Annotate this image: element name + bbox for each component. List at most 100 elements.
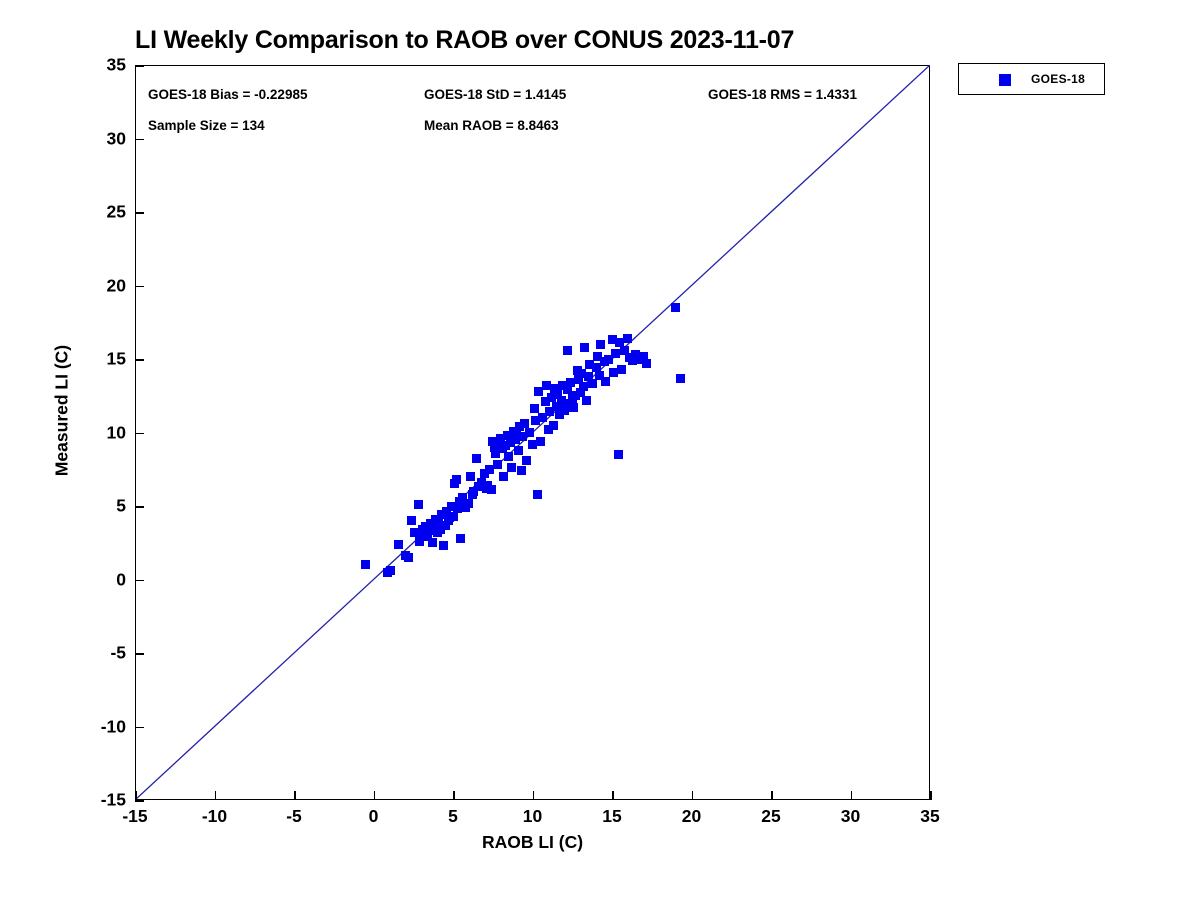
y-tick-mark <box>135 506 144 508</box>
data-point <box>623 333 633 343</box>
y-tick-mark <box>135 579 144 582</box>
data-point <box>516 466 526 476</box>
annotation-sample-size: Sample Size = 134 <box>148 118 265 133</box>
x-tick-mark <box>930 791 932 800</box>
data-point <box>407 516 417 526</box>
data-point <box>569 403 579 412</box>
annotation-mean-raob: Mean RAOB = 8.8463 <box>424 118 559 133</box>
legend-label-goes-18: GOES-18 <box>1031 72 1086 86</box>
data-point <box>604 354 614 364</box>
x-tick-mark <box>294 791 296 800</box>
data-point <box>528 439 537 449</box>
data-point <box>550 383 560 393</box>
data-point <box>513 445 523 455</box>
data-point <box>559 405 569 415</box>
data-point <box>512 429 522 439</box>
y-tick-mark <box>135 359 144 361</box>
data-point <box>510 435 520 445</box>
data-point <box>504 451 514 461</box>
data-point <box>480 469 490 479</box>
y-tick-mark <box>135 800 144 802</box>
data-point <box>361 560 371 570</box>
data-point <box>386 566 396 576</box>
data-point <box>642 358 652 368</box>
data-point <box>585 360 595 370</box>
x-tick-label: -5 <box>286 806 302 826</box>
data-point <box>558 380 568 390</box>
data-point <box>577 369 587 379</box>
data-point <box>446 501 456 511</box>
y-tick-mark <box>135 432 144 435</box>
data-point <box>609 367 619 377</box>
data-point <box>555 410 565 420</box>
data-point <box>438 541 448 551</box>
chart-title: LI Weekly Comparison to RAOB over CONUS … <box>135 26 795 54</box>
data-point <box>671 303 681 313</box>
y-tick-label: 15 <box>106 348 126 369</box>
data-point <box>564 400 574 410</box>
data-point <box>472 454 482 464</box>
x-tick-label: 35 <box>920 806 940 826</box>
data-point <box>410 527 420 537</box>
data-point <box>562 385 572 395</box>
data-point <box>545 407 555 417</box>
data-point <box>566 378 576 388</box>
data-point <box>415 536 425 546</box>
x-tick-mark <box>135 791 137 800</box>
data-point <box>601 376 611 386</box>
data-point <box>453 504 463 514</box>
data-point <box>515 422 525 432</box>
data-point <box>613 450 623 460</box>
data-point <box>403 552 413 562</box>
x-tick-label: -15 <box>122 806 148 826</box>
data-point <box>574 375 584 385</box>
data-point <box>617 364 627 374</box>
data-point <box>607 335 617 345</box>
y-tick-label: 20 <box>106 275 126 295</box>
data-point <box>469 486 479 496</box>
x-axis-tick-labels: -15 -10 -5 0 5 10 15 20 25 30 35 <box>122 806 939 836</box>
data-point <box>499 472 509 482</box>
data-point <box>529 404 539 414</box>
data-point <box>502 430 512 440</box>
data-point <box>596 339 606 349</box>
x-tick-mark <box>850 791 853 800</box>
y-axis-tick-labels: -15 -10 -5 0 5 10 15 20 25 30 35 <box>56 55 126 810</box>
y-tick-mark <box>135 285 144 288</box>
data-point <box>537 413 547 423</box>
data-point <box>505 438 515 448</box>
data-point <box>556 395 566 405</box>
data-point <box>547 392 557 402</box>
data-point <box>570 391 580 401</box>
x-tick-mark <box>612 791 614 800</box>
data-point <box>520 419 530 429</box>
legend: GOES-18 <box>958 63 1105 95</box>
x-tick-mark <box>214 791 217 800</box>
data-point <box>488 436 498 446</box>
data-point <box>413 500 423 510</box>
y-tick-label: 10 <box>106 422 126 442</box>
x-tick-mark <box>691 791 694 800</box>
data-point <box>551 401 561 411</box>
data-point <box>531 416 541 426</box>
legend-swatch-goes-18 <box>999 74 1011 86</box>
data-point <box>610 348 620 358</box>
data-point <box>578 382 588 392</box>
x-tick-label: 5 <box>448 806 458 826</box>
data-point <box>489 442 499 452</box>
data-point <box>639 351 649 361</box>
y-tick-mark <box>135 726 144 729</box>
data-point <box>675 373 685 383</box>
annotation-bias: GOES-18 Bias = -0.22985 <box>148 87 308 102</box>
data-point <box>424 526 434 536</box>
x-tick-label: 20 <box>681 806 702 826</box>
data-point <box>543 425 553 435</box>
data-point <box>465 472 475 482</box>
y-tick-label: 35 <box>106 54 126 75</box>
data-point <box>553 389 563 399</box>
x-tick-label: 10 <box>522 806 543 826</box>
data-point <box>524 428 534 437</box>
data-point <box>580 342 590 352</box>
data-point <box>458 492 468 502</box>
